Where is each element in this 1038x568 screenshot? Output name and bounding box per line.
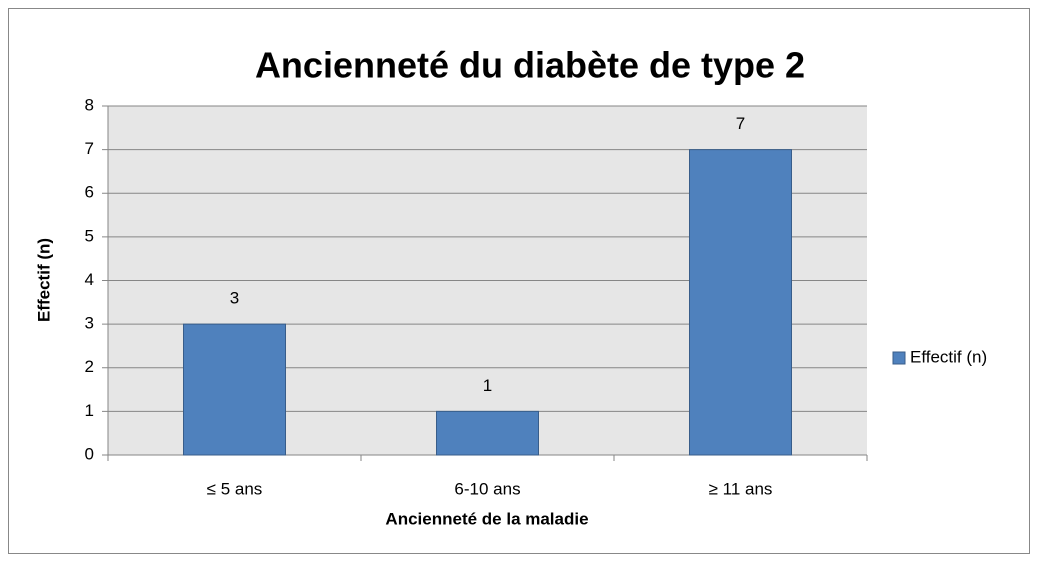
bar — [436, 410, 539, 456]
data-label: 1 — [483, 376, 492, 395]
y-tick-label: 5 — [85, 226, 94, 245]
y-axis-label: Effectif (n) — [34, 238, 53, 322]
data-label: 3 — [230, 289, 239, 308]
y-tick-label: 1 — [85, 401, 94, 420]
y-tick-label: 2 — [85, 357, 94, 376]
x-axis-label: Ancienneté de la maladie — [385, 509, 588, 528]
bar — [689, 149, 792, 456]
y-tick-label: 4 — [85, 270, 94, 289]
x-tick-label: ≥ 11 ans — [709, 479, 773, 498]
y-tick-label: 3 — [85, 314, 94, 333]
legend-swatch — [892, 351, 906, 365]
chart-title: Ancienneté du diabète de type 2 — [255, 45, 805, 86]
y-tick-label: 8 — [85, 95, 94, 114]
y-tick-label: 7 — [85, 139, 94, 158]
y-tick-label: 0 — [85, 444, 94, 463]
legend-label: Effectif (n) — [910, 347, 987, 366]
y-tick-label: 6 — [85, 183, 94, 202]
x-tick-label: 6-10 ans — [454, 479, 520, 498]
x-tick-label: ≤ 5 ans — [207, 479, 263, 498]
data-label: 7 — [736, 114, 745, 133]
bar — [183, 323, 286, 456]
